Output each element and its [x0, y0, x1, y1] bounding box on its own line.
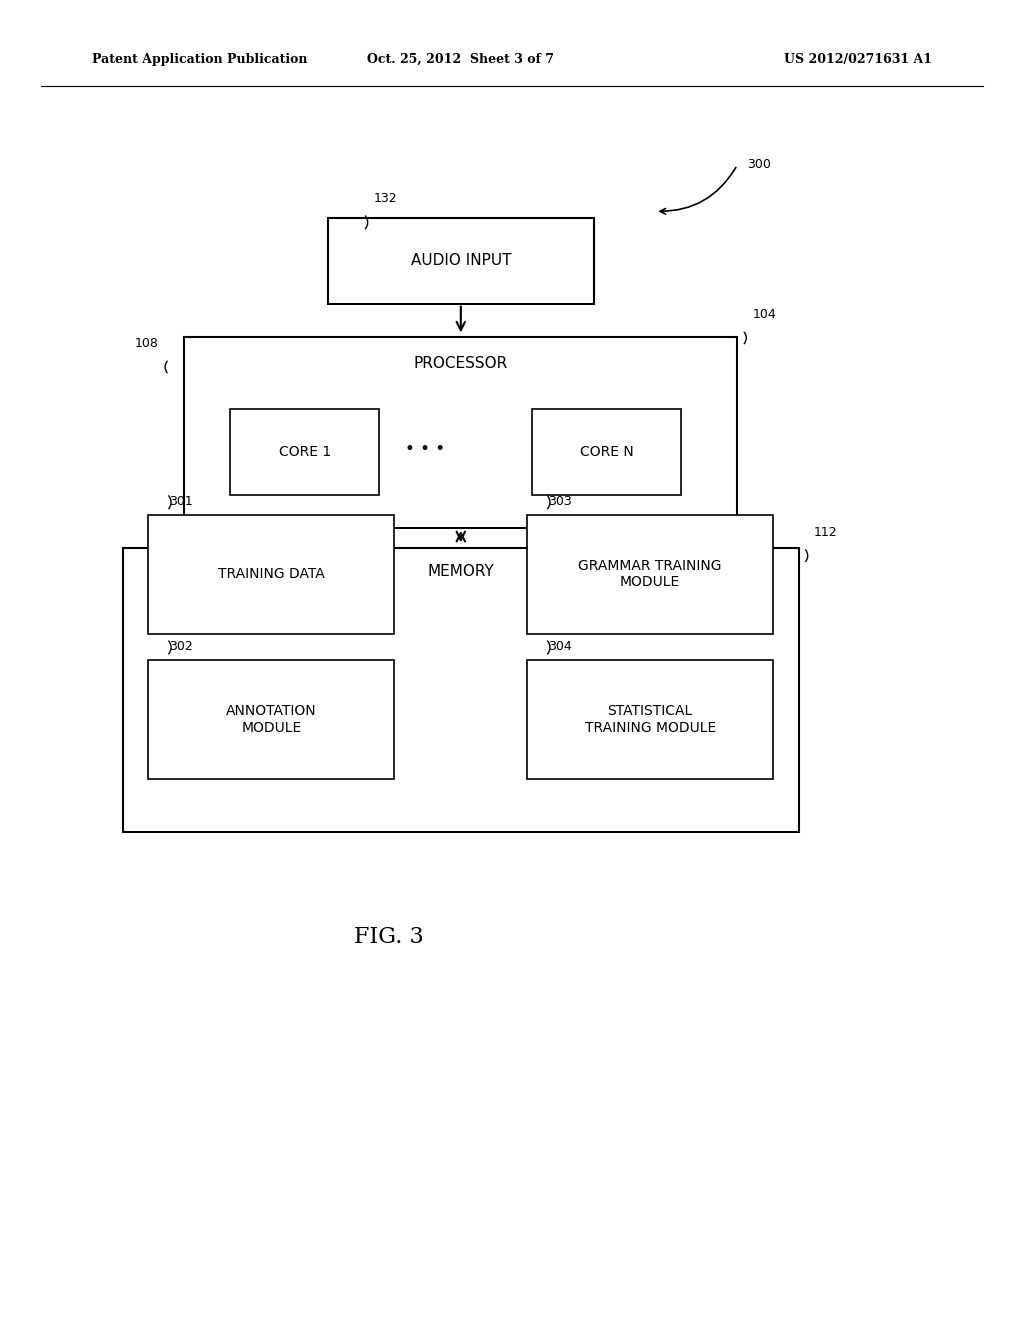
Text: CORE 1: CORE 1	[279, 445, 331, 459]
Text: 108: 108	[135, 337, 159, 350]
Text: • • •: • • •	[404, 440, 445, 458]
Text: CORE N: CORE N	[580, 445, 634, 459]
FancyBboxPatch shape	[148, 660, 394, 779]
FancyBboxPatch shape	[148, 515, 394, 634]
Text: US 2012/0271631 A1: US 2012/0271631 A1	[783, 53, 932, 66]
FancyBboxPatch shape	[532, 409, 681, 495]
Text: AUDIO INPUT: AUDIO INPUT	[411, 253, 511, 268]
FancyBboxPatch shape	[328, 218, 594, 304]
Text: 301: 301	[169, 495, 193, 508]
Text: Oct. 25, 2012  Sheet 3 of 7: Oct. 25, 2012 Sheet 3 of 7	[368, 53, 554, 66]
Text: 112: 112	[814, 525, 838, 539]
FancyBboxPatch shape	[230, 409, 379, 495]
Text: GRAMMAR TRAINING
MODULE: GRAMMAR TRAINING MODULE	[579, 560, 722, 589]
Text: FIG. 3: FIG. 3	[354, 927, 424, 948]
FancyBboxPatch shape	[527, 515, 773, 634]
Text: STATISTICAL
TRAINING MODULE: STATISTICAL TRAINING MODULE	[585, 705, 716, 734]
Text: TRAINING DATA: TRAINING DATA	[218, 568, 325, 581]
Text: 104: 104	[753, 308, 776, 321]
Text: 302: 302	[169, 640, 193, 653]
FancyBboxPatch shape	[123, 548, 799, 832]
Text: ANNOTATION
MODULE: ANNOTATION MODULE	[226, 705, 316, 734]
Text: 300: 300	[748, 158, 771, 172]
Text: Patent Application Publication: Patent Application Publication	[92, 53, 307, 66]
FancyBboxPatch shape	[527, 660, 773, 779]
Text: MEMORY: MEMORY	[427, 564, 495, 578]
FancyBboxPatch shape	[184, 337, 737, 528]
Text: PROCESSOR: PROCESSOR	[414, 356, 508, 371]
Text: 304: 304	[548, 640, 571, 653]
Text: 132: 132	[374, 191, 397, 205]
Text: 303: 303	[548, 495, 571, 508]
